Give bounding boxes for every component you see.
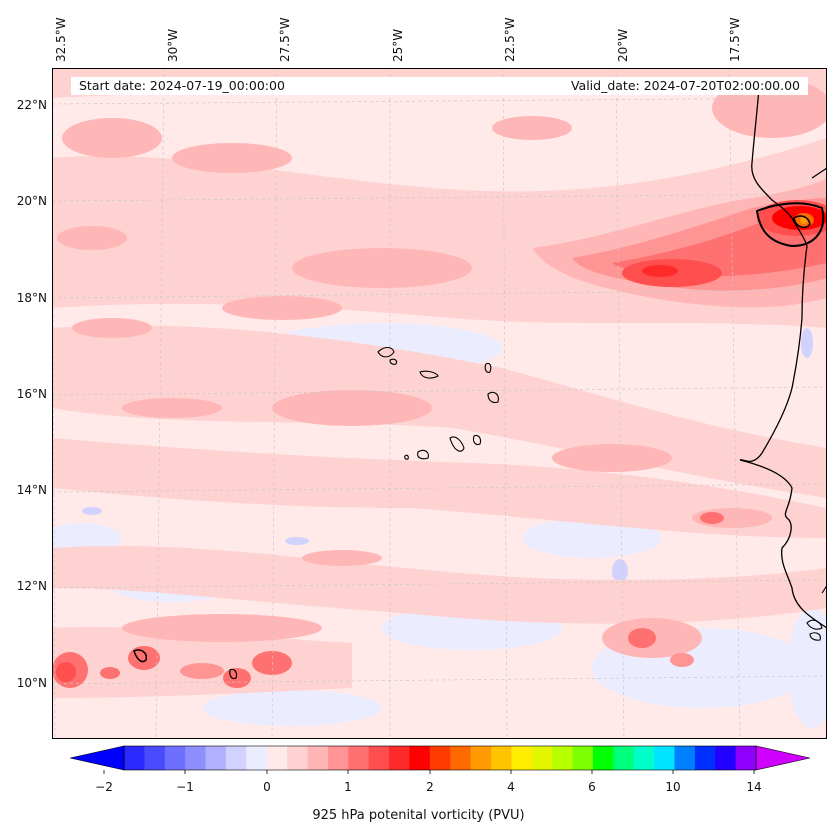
colorbar-segment	[246, 746, 268, 770]
colorbar-extend-low	[70, 745, 125, 771]
colorbar-segment	[164, 746, 186, 770]
lat-label-16n: 16°N	[16, 387, 47, 401]
colorbar-tick-label: 14	[746, 780, 762, 794]
colorbar-tick-label: 4	[507, 780, 515, 794]
colorbar-segment	[674, 746, 696, 770]
lon-label-27-5w: 27.5°W	[278, 17, 292, 62]
colorbar-outline	[123, 745, 757, 771]
lat-label-14n: 14°N	[16, 483, 47, 497]
lat-label-22n: 22°N	[16, 98, 47, 112]
colorbar-segment	[389, 746, 410, 770]
lat-label-18n: 18°N	[16, 291, 47, 305]
colorbar-segment	[185, 746, 207, 770]
colorbar-segments	[124, 746, 757, 770]
colorbar-extend-high	[755, 745, 810, 771]
colorbar-segment	[470, 746, 492, 770]
colorbar-segment	[205, 746, 227, 770]
colorbar	[70, 745, 810, 774]
colorbar-segment	[715, 746, 737, 770]
colorbar-segment	[511, 746, 533, 770]
lon-label-32-5w: 32.5°W	[54, 17, 68, 62]
colorbar-ticks	[103, 770, 755, 774]
colorbar-segment	[531, 746, 553, 770]
colorbar-segment	[654, 746, 675, 770]
colorbar-segment	[225, 746, 247, 770]
lon-label-17-5w: 17.5°W	[728, 17, 742, 62]
colorbar-segment	[552, 746, 574, 770]
colorbar-tick-label: 1	[344, 780, 352, 794]
valid-date-text: Valid_date: 2024-07-20T02:00:00.00	[570, 78, 800, 93]
colorbar-segment	[613, 746, 635, 770]
lat-label-12n: 12°N	[16, 579, 47, 593]
lat-label-10n: 10°N	[16, 676, 47, 690]
start-date-text: Start date: 2024-07-19_00:00:00	[79, 78, 285, 93]
colorbar-segment	[327, 746, 349, 770]
colorbar-segment	[490, 746, 512, 770]
colorbar-segment	[348, 746, 370, 770]
colorbar-tick-label: 10	[665, 780, 681, 794]
colorbar-segment	[307, 746, 329, 770]
colorbar-segment	[592, 746, 614, 770]
colorbar-segment	[450, 746, 472, 770]
colorbar-segment	[633, 746, 655, 770]
colorbar-tick-label: 0	[263, 780, 271, 794]
colorbar-segment	[144, 746, 166, 770]
colorbar-segment	[287, 746, 308, 770]
colorbar-segment	[735, 746, 757, 770]
colorbar-tick-label: −1	[176, 780, 194, 794]
colorbar-segment	[124, 746, 145, 770]
colorbar-segment	[368, 746, 390, 770]
colorbar-segment	[694, 746, 716, 770]
colorbar-title: 925 hPa potenital vorticity (PVU)	[312, 808, 525, 823]
colorbar-tick-label: 2	[426, 780, 434, 794]
colorbar-segment	[429, 746, 451, 770]
colorbar-segment	[409, 746, 431, 770]
lon-label-22-5w: 22.5°W	[503, 17, 517, 62]
colorbar-segment	[266, 746, 288, 770]
lat-label-20n: 20°N	[16, 194, 47, 208]
colorbar-tick-label: −2	[95, 780, 113, 794]
lon-label-25w: 25°W	[391, 28, 405, 62]
lon-label-20w: 20°W	[616, 28, 630, 62]
date-banner: Start date: 2024-07-19_00:00:00 Valid_da…	[71, 77, 808, 95]
map-plot-area	[52, 68, 827, 739]
colorbar-tick-label: 6	[588, 780, 596, 794]
lon-label-30w: 30°W	[166, 28, 180, 62]
pv-contour-field	[52, 68, 827, 739]
colorbar-segment	[572, 746, 594, 770]
